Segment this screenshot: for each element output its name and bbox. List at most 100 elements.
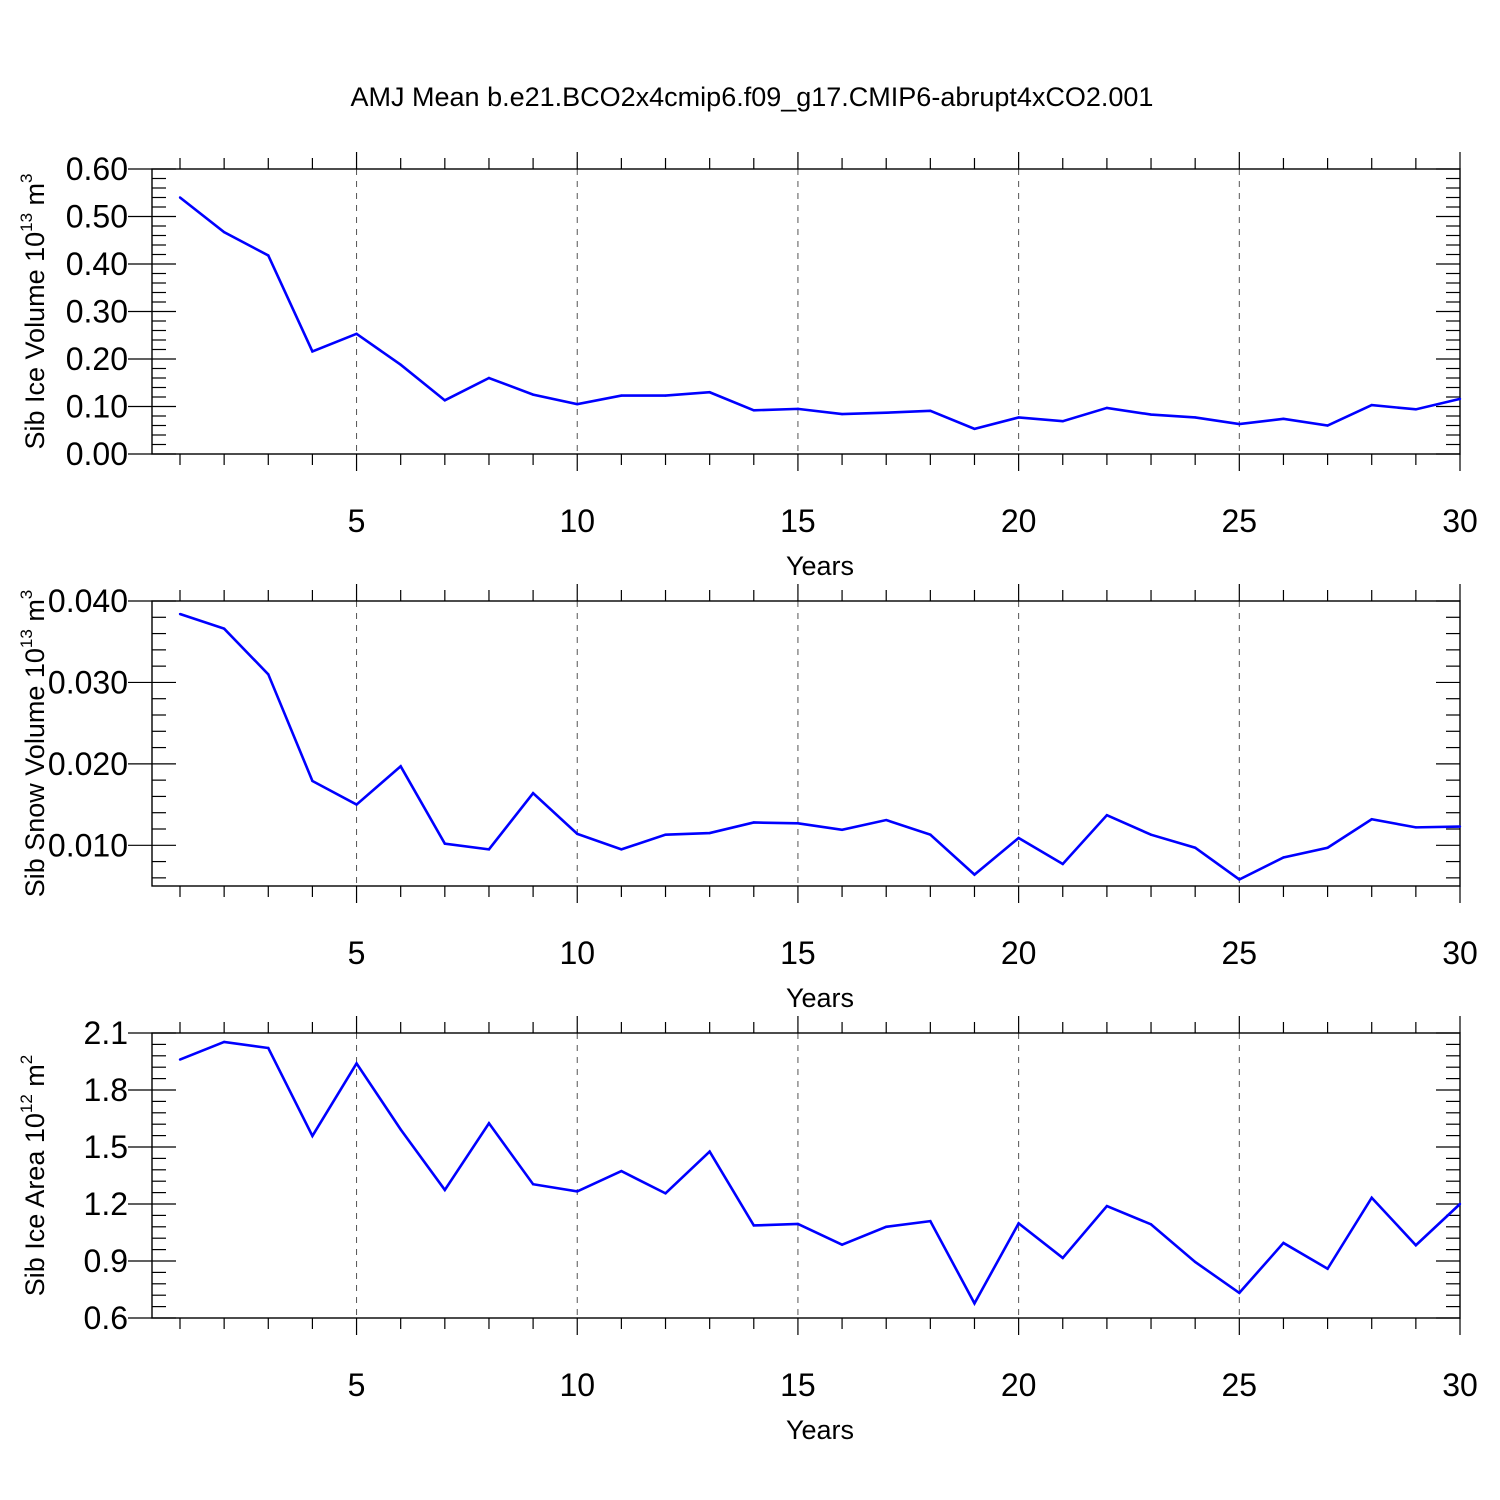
x-tick-label: 30 bbox=[1442, 935, 1478, 971]
data-point bbox=[267, 254, 270, 257]
series-line bbox=[179, 196, 1461, 431]
data-point bbox=[399, 765, 402, 768]
data-point bbox=[1105, 406, 1109, 410]
data-point bbox=[1458, 825, 1462, 828]
x-tick-label: 5 bbox=[348, 1367, 366, 1403]
x-tick-label: 10 bbox=[559, 503, 595, 539]
data-point bbox=[973, 873, 976, 876]
x-tick-label: 20 bbox=[1001, 503, 1037, 539]
data-point bbox=[311, 779, 314, 783]
x-tick-label: 10 bbox=[559, 1367, 595, 1403]
y-axis-label-unit: m bbox=[20, 599, 50, 629]
data-point bbox=[1414, 826, 1418, 829]
data-point bbox=[708, 391, 711, 394]
plot-frame bbox=[151, 1032, 1461, 1319]
data-point bbox=[355, 803, 358, 806]
y-tick-label: 0.030 bbox=[48, 664, 128, 700]
series-line bbox=[179, 612, 1461, 882]
data-point bbox=[885, 1225, 888, 1229]
y-tick-label: 1.2 bbox=[84, 1186, 128, 1222]
data-point bbox=[973, 427, 976, 431]
x-tick-label: 30 bbox=[1442, 1367, 1478, 1403]
data-point bbox=[885, 818, 888, 822]
x-tick-label: 20 bbox=[1001, 1367, 1037, 1403]
y-tick-label: 0.60 bbox=[66, 151, 128, 187]
x-tick-label: 20 bbox=[1001, 935, 1037, 971]
data-point bbox=[708, 831, 711, 835]
y-tick-label: 0.9 bbox=[84, 1243, 128, 1279]
y-axis-label-main: Sib Ice Area 10 bbox=[20, 1113, 50, 1296]
data-point bbox=[1282, 856, 1285, 859]
data-point bbox=[178, 612, 182, 616]
x-tick-label: 15 bbox=[780, 503, 816, 539]
data-point bbox=[620, 1169, 623, 1173]
data-point bbox=[1017, 416, 1020, 419]
y-axis-label-unit-exponent: 3 bbox=[17, 590, 36, 599]
y-tick-label: 0.6 bbox=[84, 1300, 128, 1336]
x-tick-label: 25 bbox=[1222, 1367, 1258, 1403]
data-point bbox=[1414, 408, 1418, 411]
figure-title: AMJ Mean b.e21.BCO2x4cmip6.f09_g17.CMIP6… bbox=[351, 82, 1154, 112]
data-point bbox=[796, 822, 800, 825]
x-tick-label: 15 bbox=[780, 935, 816, 971]
data-point bbox=[178, 1058, 182, 1061]
data-point bbox=[1061, 420, 1064, 423]
y-tick-label: 0.50 bbox=[66, 199, 128, 235]
data-point bbox=[620, 394, 623, 397]
data-point bbox=[576, 1190, 579, 1193]
chart-panel-3: 5 10 15 20 25 30 0.6 0.9 1.2 1.5 1.8 2.1 Years Sib Ic… bbox=[17, 1015, 1478, 1445]
y-tick-label: 0.020 bbox=[48, 746, 128, 782]
data-point bbox=[1282, 417, 1285, 421]
y-tick-label: 0.10 bbox=[66, 389, 128, 425]
data-point bbox=[1105, 1204, 1109, 1208]
data-point bbox=[355, 1062, 358, 1065]
data-point bbox=[840, 828, 844, 832]
data-point bbox=[973, 1302, 976, 1305]
data-point bbox=[1105, 813, 1109, 817]
data-point bbox=[1193, 1260, 1197, 1264]
data-point bbox=[487, 848, 491, 851]
data-point bbox=[1370, 818, 1373, 821]
data-point bbox=[443, 1188, 447, 1192]
data-point bbox=[311, 1134, 314, 1138]
y-axis-label: Sib Ice Volume 1013 m3 bbox=[17, 173, 50, 449]
data-point bbox=[752, 821, 755, 824]
chart-panel-2: 5 10 15 20 25 30 0.010 0.020 0.030 0.040 Years Sib … bbox=[17, 583, 1478, 1013]
data-point bbox=[1370, 1196, 1373, 1199]
data-point bbox=[1458, 397, 1462, 401]
data-point bbox=[399, 1128, 402, 1131]
data-point bbox=[487, 376, 491, 380]
data-point bbox=[222, 627, 226, 630]
y-axis-label-unit: m bbox=[20, 183, 50, 213]
y-tick-label: 0.40 bbox=[66, 246, 128, 282]
data-point bbox=[1370, 403, 1373, 407]
data-point bbox=[1193, 416, 1197, 419]
data-point bbox=[267, 673, 270, 676]
data-point bbox=[929, 833, 932, 836]
data-point bbox=[1149, 833, 1153, 836]
data-point bbox=[443, 399, 447, 402]
data-point bbox=[311, 350, 314, 353]
data-point bbox=[796, 1222, 800, 1226]
data-point bbox=[443, 842, 447, 845]
y-tick-label: 0.30 bbox=[66, 294, 128, 330]
data-point bbox=[1414, 1244, 1418, 1247]
data-point bbox=[1238, 878, 1241, 881]
data-point bbox=[796, 407, 800, 411]
data-point bbox=[1061, 1256, 1064, 1260]
data-point bbox=[664, 833, 667, 836]
data-point bbox=[222, 230, 226, 234]
data-point bbox=[1238, 422, 1241, 426]
y-axis-label-main: Sib Snow Volume 10 bbox=[20, 648, 50, 897]
data-point bbox=[1017, 836, 1020, 840]
y-tick-label: 1.8 bbox=[84, 1072, 128, 1108]
y-axis-label-exponent: 12 bbox=[17, 1094, 36, 1113]
chart-panel-1: 5 10 15 20 25 30 0.00 0.10 0.20 0.30 0.40 0.50 0.60 Y… bbox=[17, 151, 1478, 581]
x-tick-label: 5 bbox=[348, 935, 366, 971]
data-point bbox=[531, 1183, 535, 1186]
data-point bbox=[1458, 1202, 1462, 1206]
y-tick-label: 2.1 bbox=[84, 1015, 128, 1051]
data-point bbox=[708, 1150, 711, 1153]
plot-frame bbox=[151, 600, 1461, 887]
x-tick-label: 25 bbox=[1222, 935, 1258, 971]
